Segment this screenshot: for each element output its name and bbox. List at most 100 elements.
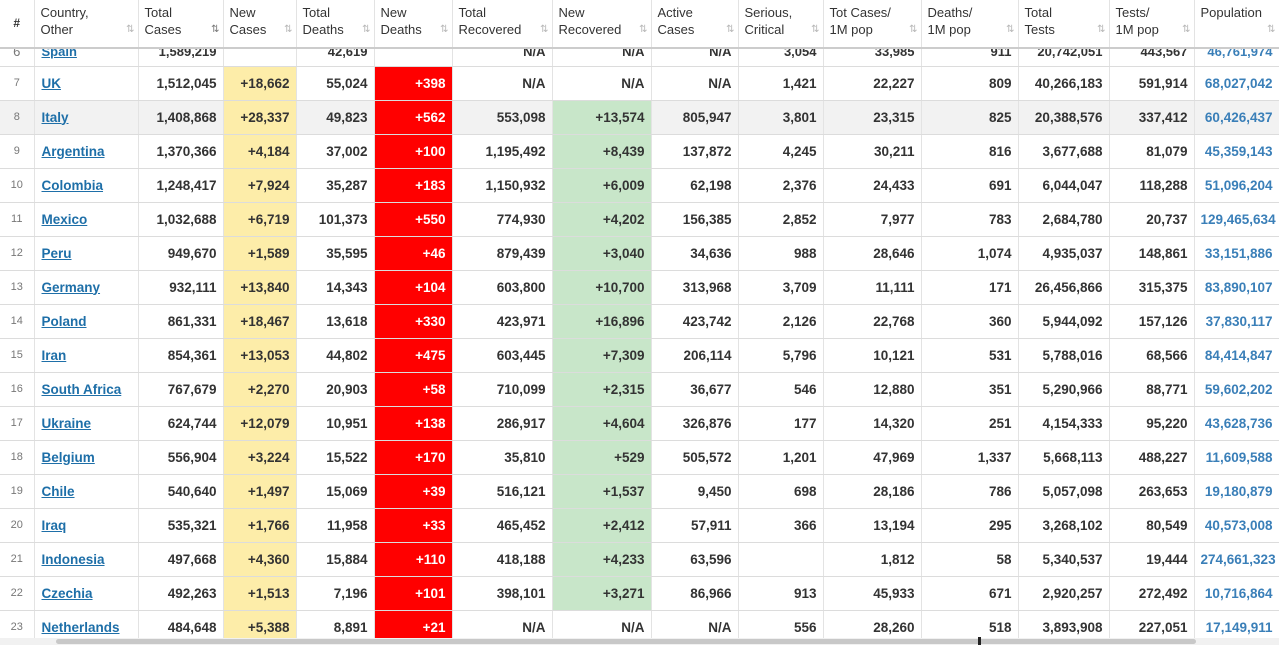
country-link[interactable]: Colombia [41, 177, 104, 193]
row-index: 16 [0, 372, 35, 407]
column-tests-per-1m[interactable]: Tests/1M pop ⇅ [1109, 0, 1195, 49]
new-cases-cell: +6,719 [223, 202, 297, 237]
tests-per-1m-cell: 315,375 [1109, 270, 1195, 305]
column-total-deaths[interactable]: Total Deaths ⇅ [296, 0, 375, 49]
active-cases-cell: 62,198 [651, 168, 739, 203]
total-tests-cell: 2,684,780 [1018, 202, 1110, 237]
sort-arrows-icon[interactable]: ⇅ [440, 24, 449, 35]
total-tests-cell: 26,456,866 [1018, 270, 1110, 305]
table-row: 17 Ukraine 624,744 +12,079 10,951 +138 286,917… [0, 406, 1279, 441]
sort-arrows-icon[interactable]: ⇅ [211, 24, 220, 35]
population-cell: 40,573,008 [1194, 508, 1279, 543]
sort-arrows-icon[interactable]: ⇅ [811, 24, 820, 35]
total-deaths-cell: 20,903 [296, 372, 375, 407]
sort-arrows-icon[interactable]: ⇅ [1097, 24, 1106, 35]
country-link[interactable]: Indonesia [41, 551, 105, 567]
deaths-per-1m-cell: 691 [921, 168, 1019, 203]
country-link[interactable]: Iran [41, 347, 67, 363]
total-recovered-cell: N/A [452, 66, 553, 101]
table-row: 14 Poland 861,331 +18,467 13,618 +330 423,971 +… [0, 304, 1279, 339]
serious-critical-cell: 4,245 [738, 134, 824, 169]
country-link[interactable]: Chile [41, 483, 75, 499]
country-link[interactable]: Peru [41, 245, 72, 261]
country-link[interactable]: Czechia [41, 585, 93, 601]
column-cases-per-1m[interactable]: Tot Cases/1M pop ⇅ [823, 0, 922, 49]
new-deaths-cell: +183 [374, 168, 453, 203]
column-population[interactable]: Population ⇅ [1194, 0, 1279, 49]
sort-arrows-icon[interactable]: ⇅ [909, 24, 918, 35]
total-deaths-cell: 42,619 [296, 48, 375, 67]
country-link[interactable]: Mexico [41, 211, 88, 227]
horizontal-scrollbar[interactable] [0, 638, 1279, 645]
country-link[interactable]: Ukraine [41, 415, 92, 431]
country-link[interactable]: Poland [41, 313, 87, 329]
table-body: 6 Spain 1,589,219 42,619 N/A N/A N/A 3,054 33,98… [0, 48, 1279, 645]
column-total-cases[interactable]: Total Cases ⇅ [138, 0, 224, 49]
population-cell: 45,359,143 [1194, 134, 1279, 169]
new-deaths-cell: +46 [374, 236, 453, 271]
column-label-line1: Country, [40, 5, 89, 20]
deaths-per-1m-cell: 360 [921, 304, 1019, 339]
column-serious-critical[interactable]: Serious, Critical ⇅ [738, 0, 824, 49]
column-total-tests[interactable]: Total Tests ⇅ [1018, 0, 1110, 49]
country-link[interactable]: Iraq [41, 517, 67, 533]
new-cases-cell: +1,766 [223, 508, 297, 543]
column-deaths-per-1m[interactable]: Deaths/1M pop ⇅ [921, 0, 1019, 49]
scrollbar-thumb[interactable] [56, 639, 1196, 644]
row-index: 17 [0, 406, 35, 441]
country-link[interactable]: Spain [41, 48, 77, 59]
tests-per-1m-cell: 81,079 [1109, 134, 1195, 169]
country-link[interactable]: Argentina [41, 143, 105, 159]
new-cases-cell [223, 48, 297, 67]
sort-arrows-icon[interactable]: ⇅ [1006, 24, 1015, 35]
new-cases-cell: +1,497 [223, 474, 297, 509]
column-country[interactable]: Country, Other ⇅ [34, 0, 139, 49]
column-new-cases[interactable]: New Cases ⇅ [223, 0, 297, 49]
total-tests-cell: 4,154,333 [1018, 406, 1110, 441]
table-row: 10 Colombia 1,248,417 +7,924 35,287 +183 1,150… [0, 168, 1279, 203]
sort-arrows-icon[interactable]: ⇅ [726, 24, 735, 35]
serious-critical-cell: 5,796 [738, 338, 824, 373]
country-link[interactable]: Netherlands [41, 619, 120, 635]
serious-critical-cell: 366 [738, 508, 824, 543]
total-tests-cell: 3,677,688 [1018, 134, 1110, 169]
country-link[interactable]: Italy [41, 109, 69, 125]
total-recovered-cell: 465,452 [452, 508, 553, 543]
cases-per-1m-cell: 1,812 [823, 542, 922, 577]
country-link[interactable]: Belgium [41, 449, 95, 465]
country-cell: Czechia [34, 576, 139, 611]
total-deaths-cell: 35,287 [296, 168, 375, 203]
cases-per-1m-cell: 47,969 [823, 440, 922, 475]
deaths-per-1m-cell: 809 [921, 66, 1019, 101]
sort-arrows-icon[interactable]: ⇅ [284, 24, 293, 35]
total-cases-cell: 1,370,366 [138, 134, 224, 169]
total-tests-cell: 4,935,037 [1018, 236, 1110, 271]
country-link[interactable]: South Africa [41, 381, 122, 397]
column-new-recovered[interactable]: New Recovered ⇅ [552, 0, 652, 49]
cases-per-1m-cell: 45,933 [823, 576, 922, 611]
total-recovered-cell: N/A [452, 48, 553, 67]
column-label-line2: Deaths [380, 22, 422, 37]
column-index[interactable]: # [0, 0, 35, 49]
total-cases-cell: 854,361 [138, 338, 224, 373]
column-active-cases[interactable]: Active Cases ⇅ [651, 0, 739, 49]
sort-arrows-icon[interactable]: ⇅ [362, 24, 371, 35]
sort-arrows-icon[interactable]: ⇅ [1182, 24, 1191, 35]
sort-arrows-icon[interactable]: ⇅ [1267, 24, 1276, 35]
new-recovered-cell: +3,040 [552, 236, 652, 271]
cases-per-1m-cell: 12,880 [823, 372, 922, 407]
active-cases-cell: 156,385 [651, 202, 739, 237]
country-cell: Indonesia [34, 542, 139, 577]
total-cases-cell: 767,679 [138, 372, 224, 407]
tests-per-1m-cell: 118,288 [1109, 168, 1195, 203]
column-total-recovered[interactable]: Total Recovered ⇅ [452, 0, 553, 49]
sort-arrows-icon[interactable]: ⇅ [126, 24, 135, 35]
column-new-deaths[interactable]: New Deaths ⇅ [374, 0, 453, 49]
country-link[interactable]: UK [41, 75, 62, 91]
country-link[interactable]: Germany [41, 279, 101, 295]
population-cell: 60,426,437 [1194, 100, 1279, 135]
sort-arrows-icon[interactable]: ⇅ [540, 24, 549, 35]
deaths-per-1m-cell: 1,337 [921, 440, 1019, 475]
total-recovered-cell: 1,195,492 [452, 134, 553, 169]
sort-arrows-icon[interactable]: ⇅ [639, 24, 648, 35]
